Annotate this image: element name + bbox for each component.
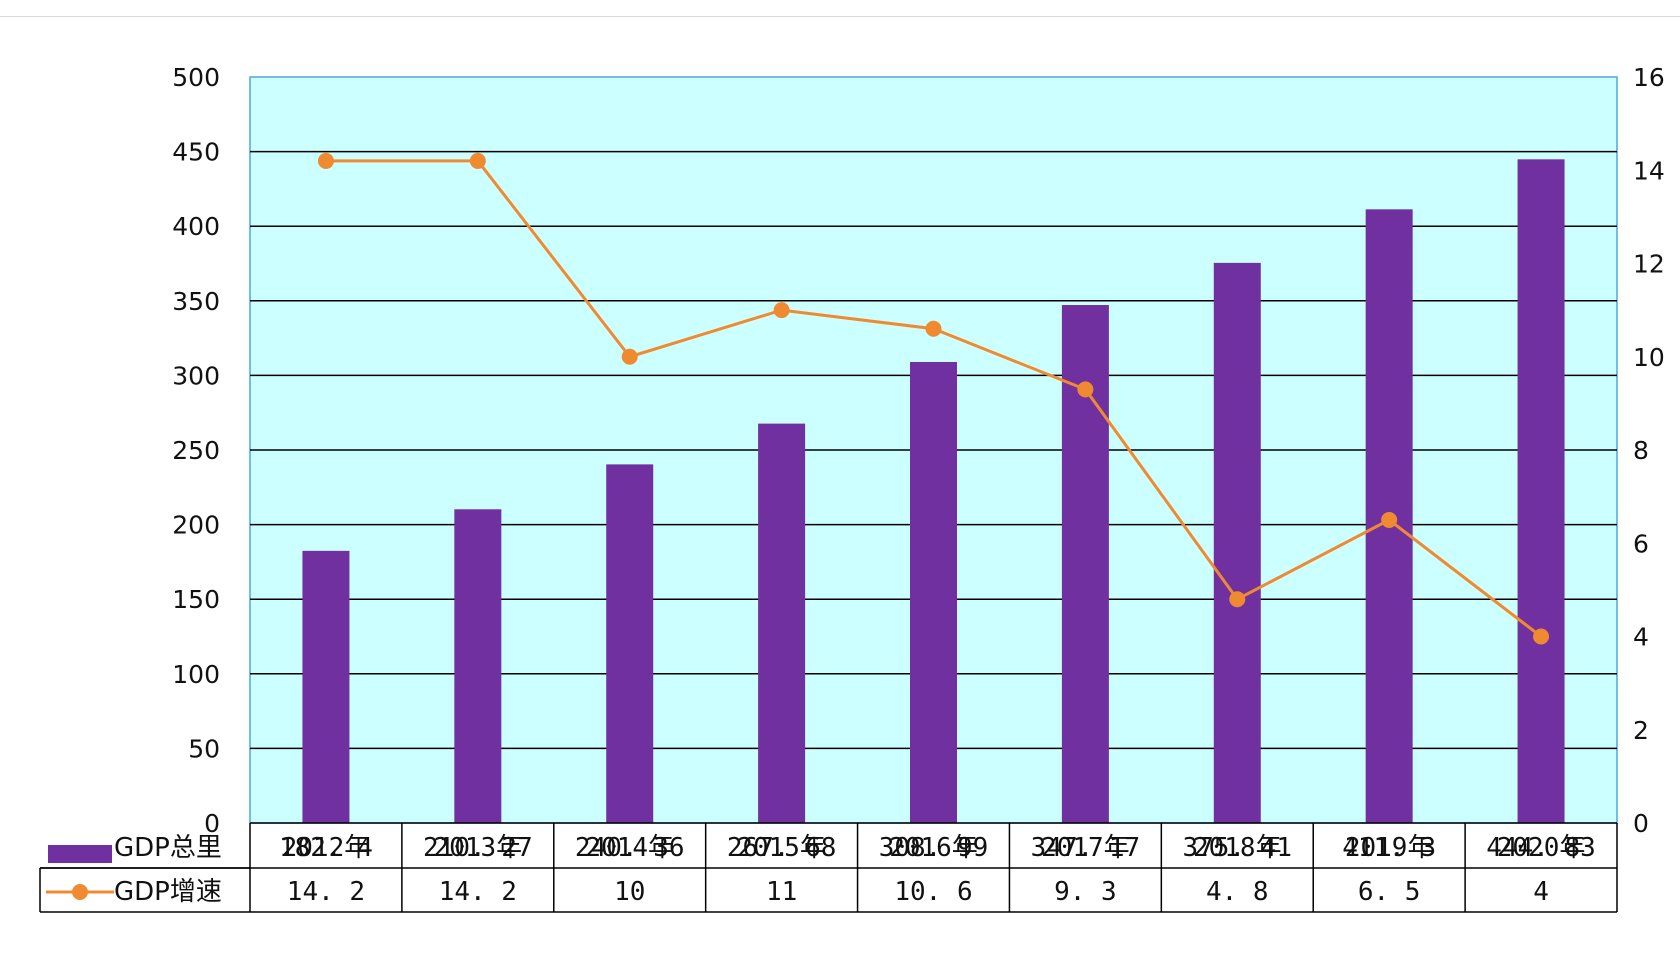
bar-value-label: 375. 41 [1182, 833, 1292, 863]
category-label: 2019年 [1345, 833, 1434, 863]
growth-point-2013年 [469, 152, 486, 169]
bar-value-label: 444. 83 [1486, 833, 1596, 863]
top-divider [0, 16, 1680, 17]
category-label: 2017年 [1041, 833, 1130, 863]
growth-point-2019年 [1381, 511, 1398, 528]
right-tick-label: 14 [1633, 156, 1665, 185]
category-label: 2013年 [434, 833, 523, 863]
right-tick-label: 8 [1633, 436, 1649, 465]
bar-2018年 [1213, 262, 1261, 823]
line-value-label: 4 [1533, 877, 1549, 907]
left-tick-label: 150 [172, 585, 220, 614]
left-tick-label: 400 [172, 212, 220, 241]
right-tick-label: 10 [1633, 343, 1665, 372]
bar-value-label: 347. 17 [1031, 833, 1141, 863]
growth-point-2018年 [1229, 591, 1246, 608]
growth-point-2017年 [1077, 381, 1094, 398]
left-tick-label: 250 [172, 436, 220, 465]
bar-2015年 [758, 423, 806, 823]
left-tick-label: 0 [204, 809, 220, 838]
left-tick-label: 100 [172, 660, 220, 689]
category-label: 2020年 [1497, 833, 1586, 863]
bar-2012年 [302, 550, 350, 823]
left-axis-ticks: 0 50 100 150 200 250 300 350 400 450 500 [172, 63, 220, 838]
line-value-label: 6. 5 [1358, 877, 1421, 907]
line-value-label: 14. 2 [439, 877, 517, 907]
left-tick-label: 50 [188, 734, 220, 763]
bar-series [302, 159, 1565, 824]
line-value-label: 10. 6 [894, 877, 972, 907]
line-series [317, 152, 1550, 645]
legend-line-marker [72, 884, 88, 900]
line-value-label: 4. 8 [1206, 877, 1269, 907]
line-value-label: 10 [614, 877, 645, 907]
right-tick-label: 16 [1633, 63, 1665, 92]
category-label: 2018年 [1193, 833, 1282, 863]
legend-line-label: GDP增速 [114, 877, 222, 907]
left-tick-label: 200 [172, 511, 220, 540]
right-tick-label: 2 [1633, 716, 1649, 745]
data-table: 2012年 2013年 2014年 2015年 2016年 2017年 2018年 2019年… [39, 822, 1618, 913]
left-tick-label: 300 [172, 361, 220, 390]
legend-bar-label: GDP总里 [114, 833, 222, 863]
right-tick-label: 6 [1633, 529, 1649, 558]
growth-point-2020年 [1533, 628, 1550, 645]
line-value-label: 14. 2 [287, 877, 365, 907]
category-label: 2015年 [737, 833, 826, 863]
category-label: 2014年 [585, 833, 674, 863]
left-tick-label: 350 [172, 287, 220, 316]
bar-value-label: 182. 4 [279, 833, 373, 863]
left-tick-label: 450 [172, 138, 220, 167]
growth-point-2012年 [317, 152, 334, 169]
category-label: 2012年 [282, 833, 371, 863]
right-tick-label: 4 [1633, 623, 1649, 652]
bar-value-label: 210. 27 [423, 833, 533, 863]
bar-value-label: 411. 3 [1342, 833, 1436, 863]
growth-point-2014年 [621, 348, 638, 365]
bar-value-label: 240. 36 [575, 833, 685, 863]
line-value-label: 11 [766, 877, 797, 907]
left-tick-label: 500 [172, 63, 220, 92]
growth-point-2015年 [773, 302, 790, 319]
category-label: 2016年 [889, 833, 978, 863]
right-tick-label: 12 [1633, 250, 1665, 279]
bar-value-label: 267. 68 [727, 833, 837, 863]
bar-value-label: 308. 99 [879, 833, 989, 863]
right-tick-label: 0 [1633, 809, 1649, 838]
line-value-label: 9. 3 [1054, 877, 1117, 907]
bar-2014年 [606, 464, 654, 823]
bar-2020年 [1517, 159, 1565, 823]
growth-point-2016年 [925, 320, 942, 337]
legend-bar-swatch [48, 845, 112, 863]
bar-2016年 [910, 361, 957, 823]
bar-2013年 [454, 509, 502, 823]
right-axis-ticks: 0 2 4 6 8 10 12 14 16 [1633, 63, 1665, 838]
